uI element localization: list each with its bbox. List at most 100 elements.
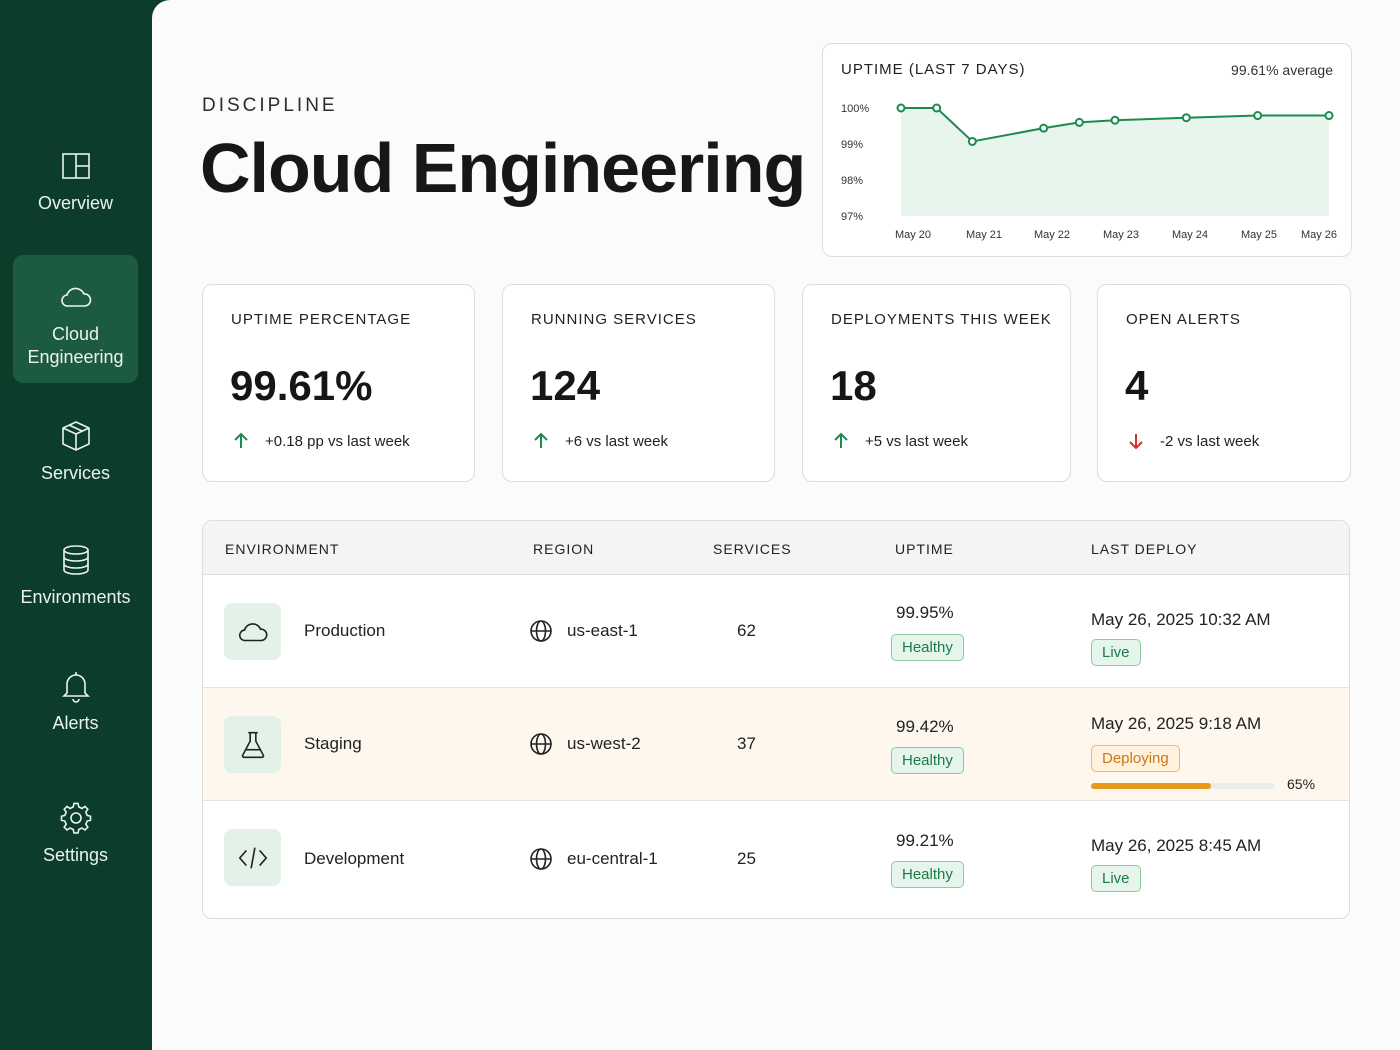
uptime-point bbox=[1074, 117, 1084, 127]
health-badge: Healthy bbox=[891, 747, 964, 774]
arrow-up-icon bbox=[834, 432, 848, 448]
sidebar-item-alerts[interactable]: Alerts bbox=[13, 668, 138, 748]
code-icon bbox=[238, 846, 267, 869]
kpi-value: 124 bbox=[530, 362, 601, 409]
environment-name: Staging bbox=[304, 734, 362, 753]
column-header-last-deploy[interactable]: LAST DEPLOY bbox=[1091, 541, 1198, 557]
globe-icon bbox=[530, 848, 552, 870]
gear-icon bbox=[60, 802, 91, 834]
environment-icon bbox=[224, 716, 281, 773]
column-header-environment[interactable]: ENVIRONMENT bbox=[225, 541, 340, 557]
table-row[interactable]: Production us-east-1 62 99.95% Healthy M… bbox=[203, 575, 1349, 688]
uptime-point bbox=[967, 136, 977, 146]
y-tick-label: 99% bbox=[841, 139, 863, 151]
services-count: 25 bbox=[737, 849, 756, 868]
y-tick-label: 97% bbox=[841, 211, 863, 223]
page-eyebrow: DISCIPLINE bbox=[202, 95, 338, 116]
kpi-delta: +6 vs last week bbox=[531, 431, 668, 451]
last-deploy-time: May 26, 2025 9:18 AM bbox=[1091, 714, 1262, 733]
sidebar-item-label: Environments bbox=[20, 587, 131, 607]
kpi-label: RUNNING SERVICES bbox=[531, 311, 697, 328]
kpi-delta: -2 vs last week bbox=[1126, 431, 1259, 451]
sidebar-item-services[interactable]: Services bbox=[13, 418, 138, 498]
x-tick-label: May 21 bbox=[966, 229, 1002, 241]
column-header-uptime[interactable]: UPTIME bbox=[895, 541, 954, 557]
uptime-chart: 100% 99% 98% 97% May 20 May 21 May 22 May 23 May… bbox=[841, 103, 1337, 241]
kpi-delta-text: +6 vs last week bbox=[565, 432, 668, 450]
region-cell: eu-central-1 bbox=[529, 847, 658, 871]
environment-icon bbox=[224, 829, 281, 886]
globe-icon bbox=[530, 733, 552, 755]
kpi-label: UPTIME PERCENTAGE bbox=[231, 311, 412, 328]
kpi-card-running-services: RUNNING SERVICES 124 +6 vs last week bbox=[502, 284, 775, 482]
deploy-status-badge: Deploying bbox=[1091, 745, 1180, 772]
uptime-point bbox=[1181, 113, 1191, 123]
sidebar-item-environments[interactable]: Environments bbox=[13, 542, 138, 622]
globe-icon bbox=[530, 620, 552, 642]
chart-title: UPTIME (LAST 7 DAYS) bbox=[841, 61, 1026, 78]
sidebar-item-label: Services bbox=[40, 463, 111, 483]
sidebar-item-cloud-engineering[interactable]: Cloud Engineering bbox=[13, 255, 138, 383]
uptime-point bbox=[896, 103, 906, 113]
y-tick-label: 100% bbox=[841, 103, 869, 115]
arrow-up-icon bbox=[534, 432, 548, 448]
x-tick-label: May 24 bbox=[1172, 229, 1208, 241]
kpi-card-deployments: DEPLOYMENTS THIS WEEK 18 +5 vs last week bbox=[802, 284, 1071, 482]
x-tick-label: May 22 bbox=[1034, 229, 1070, 241]
region-cell: us-west-2 bbox=[529, 732, 641, 756]
x-tick-label: May 23 bbox=[1103, 229, 1139, 241]
database-icon bbox=[62, 545, 89, 575]
column-header-region[interactable]: REGION bbox=[533, 541, 595, 557]
kpi-card-open-alerts: OPEN ALERTS 4 -2 vs last week bbox=[1097, 284, 1351, 482]
kpi-value: 4 bbox=[1125, 362, 1149, 409]
table-row[interactable]: Development eu-central-1 25 99.21% Healt… bbox=[203, 801, 1349, 914]
cube-icon bbox=[61, 421, 90, 451]
deploy-status-badge: Live bbox=[1091, 639, 1141, 666]
flask-icon bbox=[241, 731, 264, 758]
sidebar-item-label: Overview bbox=[37, 193, 113, 213]
kpi-value: 99.61% bbox=[230, 362, 373, 409]
table-header: ENVIRONMENT REGION SERVICES UPTIME LAST … bbox=[203, 521, 1349, 575]
sidebar-item-overview[interactable]: Overview bbox=[13, 148, 138, 228]
deploy-progress-bar bbox=[1091, 783, 1275, 789]
layout-icon bbox=[61, 153, 90, 179]
sidebar-item-label: Cloud Engineering bbox=[27, 324, 124, 367]
region-name: us-west-2 bbox=[567, 734, 641, 753]
uptime-value: 99.21% bbox=[896, 831, 954, 850]
cloud-icon bbox=[60, 287, 91, 307]
y-tick-label: 98% bbox=[841, 175, 863, 187]
uptime-point bbox=[1110, 115, 1120, 125]
environment-name: Production bbox=[304, 621, 386, 640]
deploy-status-badge: Live bbox=[1091, 865, 1141, 892]
kpi-delta-text: +0.18 pp vs last week bbox=[265, 432, 410, 450]
cloud-icon bbox=[238, 622, 267, 641]
services-count: 62 bbox=[737, 621, 756, 640]
deploy-progress-label: 65% bbox=[1287, 776, 1316, 792]
column-header-services[interactable]: SERVICES bbox=[713, 541, 792, 557]
x-tick-label: May 20 bbox=[895, 229, 931, 241]
uptime-point bbox=[1253, 111, 1263, 121]
last-deploy-time: May 26, 2025 10:32 AM bbox=[1091, 610, 1271, 629]
x-tick-label: May 26 bbox=[1301, 229, 1337, 241]
sidebar: Overview Cloud Engineering Services Envi… bbox=[0, 0, 152, 1050]
kpi-value: 18 bbox=[830, 362, 877, 409]
environment-icon bbox=[224, 603, 281, 660]
table-row[interactable]: Staging us-west-2 37 99.42% Healthy May … bbox=[203, 688, 1349, 801]
region-name: eu-central-1 bbox=[567, 849, 658, 868]
services-count: 37 bbox=[737, 734, 756, 753]
uptime-value: 99.42% bbox=[896, 717, 954, 736]
health-badge: Healthy bbox=[891, 861, 964, 888]
kpi-delta-text: -2 vs last week bbox=[1160, 432, 1260, 450]
kpi-card-uptime: UPTIME PERCENTAGE 99.61% +0.18 pp vs las… bbox=[202, 284, 475, 482]
health-badge: Healthy bbox=[891, 634, 964, 661]
sidebar-item-settings[interactable]: Settings bbox=[13, 800, 138, 880]
sidebar-item-label: Settings bbox=[42, 845, 109, 865]
bell-icon bbox=[61, 672, 90, 703]
sidebar-item-label: Alerts bbox=[52, 713, 99, 733]
environment-name: Development bbox=[304, 849, 405, 868]
kpi-label: OPEN ALERTS bbox=[1126, 311, 1241, 328]
arrow-up-icon bbox=[234, 432, 248, 448]
page-title: Cloud Engineering bbox=[200, 129, 806, 207]
uptime-point bbox=[1039, 123, 1049, 133]
region-name: us-east-1 bbox=[567, 621, 638, 640]
